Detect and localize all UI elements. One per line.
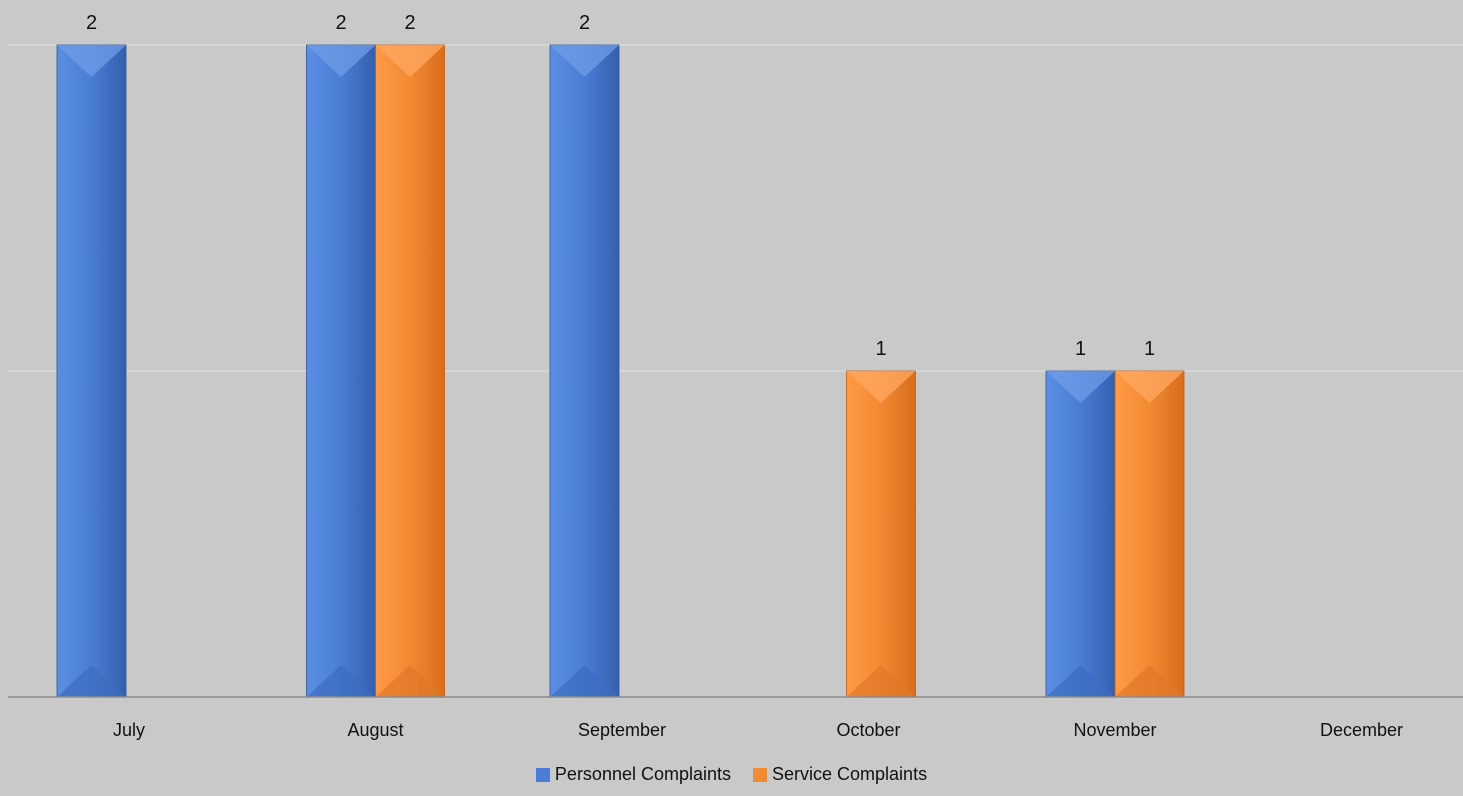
bar-service-august: [375, 44, 445, 698]
bar-bevel-bottom: [57, 665, 126, 697]
category-labels: July August September October November Decemb…: [113, 720, 1403, 740]
gridlines: [8, 44, 1463, 372]
bar-bevel-top: [375, 45, 445, 77]
data-label: 2: [579, 12, 590, 34]
legend-label-personnel: Personnel Complaints: [554, 764, 732, 784]
x-tick-label: December: [1320, 720, 1403, 740]
bar-bevel-top: [1046, 371, 1115, 403]
legend-swatch-personnel: [535, 767, 550, 782]
bar-personnel-august: [306, 44, 376, 698]
data-labels: 2 2 2 2 1 1 1: [86, 12, 1155, 360]
bar-service-october: [846, 370, 916, 698]
data-label: 2: [404, 12, 415, 34]
bars: [56, 44, 1185, 698]
legend: Personnel Complaints Service Complaints: [0, 764, 1463, 785]
bar-bevel-top: [306, 45, 376, 77]
bar-bevel-top: [1115, 371, 1184, 403]
x-tick-label: October: [836, 720, 900, 740]
legend-swatch-service: [753, 767, 768, 782]
legend-item-personnel: Personnel Complaints: [535, 764, 732, 785]
legend-item-service: Service Complaints: [753, 764, 927, 785]
data-label: 1: [1075, 338, 1086, 360]
x-tick-label: November: [1073, 720, 1156, 740]
bar-bevel-bottom: [1046, 665, 1115, 697]
bar-bevel-bottom: [306, 665, 376, 697]
bar-service-november: [1114, 370, 1185, 698]
data-label: 2: [335, 12, 346, 34]
data-label: 1: [875, 338, 886, 360]
bar-bevel-bottom: [550, 665, 619, 697]
bar-personnel-july: [56, 44, 127, 698]
bar-bevel-top: [846, 371, 916, 403]
legend-label-service: Service Complaints: [772, 764, 928, 784]
bar-bevel-bottom: [846, 665, 916, 697]
bar-personnel-november: [1045, 370, 1116, 698]
x-tick-label: July: [113, 720, 145, 740]
bar-bevel-top: [550, 45, 619, 77]
bar-bevel-bottom: [1115, 665, 1184, 697]
x-tick-label: September: [578, 720, 666, 740]
bar-bevel-bottom: [375, 665, 445, 697]
x-tick-label: August: [347, 720, 403, 740]
bar-bevel-top: [57, 45, 126, 77]
bar-personnel-september: [549, 44, 620, 698]
data-label: 2: [86, 12, 97, 34]
data-label: 1: [1144, 338, 1155, 360]
